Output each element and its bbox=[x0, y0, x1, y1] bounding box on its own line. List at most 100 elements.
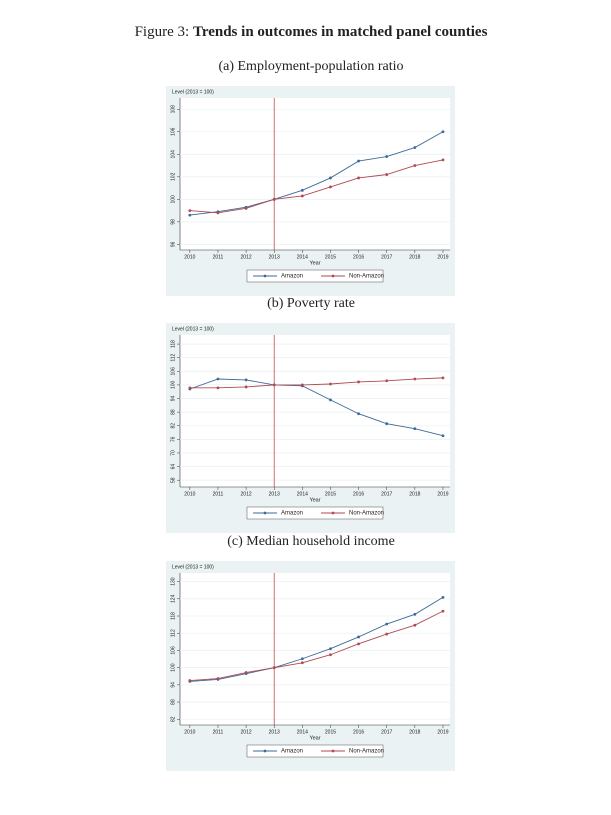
y-tick-label: 82 bbox=[170, 423, 176, 429]
data-point bbox=[441, 609, 445, 613]
y-tick-label: 70 bbox=[170, 450, 176, 456]
series-line bbox=[189, 131, 444, 216]
x-tick-label: 2010 bbox=[184, 491, 195, 497]
y-axis-label: Level (2013 = 100) bbox=[172, 564, 214, 570]
y-tick-label: 100 bbox=[170, 381, 176, 390]
y-tick-label: 88 bbox=[170, 699, 176, 705]
plot-area bbox=[180, 335, 450, 487]
data-point bbox=[329, 382, 332, 386]
series-line bbox=[189, 596, 444, 682]
y-tick-label: 94 bbox=[170, 682, 176, 688]
x-tick-label: 2013 bbox=[269, 491, 280, 497]
series-line bbox=[189, 159, 444, 214]
data-point bbox=[188, 679, 192, 682]
series-line bbox=[189, 377, 443, 389]
legend bbox=[246, 506, 384, 520]
y-tick-label: 76 bbox=[170, 436, 176, 442]
data-point bbox=[441, 376, 445, 380]
x-axis-label: Year bbox=[309, 260, 320, 266]
y-tick-label: 94 bbox=[170, 396, 176, 402]
y-tick-label: 106 bbox=[170, 367, 176, 376]
y-tick-label: 118 bbox=[170, 612, 176, 620]
plot-area bbox=[180, 573, 450, 725]
x-tick-label: 2012 bbox=[241, 729, 252, 735]
legend-marker bbox=[263, 511, 267, 515]
data-point bbox=[272, 383, 276, 387]
legend bbox=[246, 269, 384, 283]
chart-title: (b) Poverty rate bbox=[267, 296, 355, 311]
x-tick-label: 2019 bbox=[437, 491, 448, 497]
data-point bbox=[300, 657, 304, 661]
data-point bbox=[357, 642, 360, 646]
data-point bbox=[244, 385, 248, 389]
data-point bbox=[441, 595, 445, 599]
y-tick-label: 112 bbox=[170, 353, 176, 361]
figure-heading: Figure 3: Trends in outcomes in matched … bbox=[135, 24, 488, 40]
y-tick-label: 88 bbox=[170, 409, 176, 415]
legend-label: Non-Amazon bbox=[349, 274, 384, 280]
data-point bbox=[357, 380, 360, 384]
y-tick-label: 112 bbox=[170, 629, 176, 637]
data-point bbox=[413, 612, 417, 616]
chart-title: (a) Employment-population ratio bbox=[218, 59, 403, 74]
data-point bbox=[357, 412, 360, 416]
data-point bbox=[357, 159, 360, 163]
y-tick-label: 118 bbox=[170, 340, 176, 348]
x-tick-label: 2015 bbox=[325, 491, 336, 497]
legend-marker bbox=[331, 749, 335, 753]
series-line bbox=[189, 378, 444, 437]
x-axis-label: Year bbox=[309, 497, 320, 503]
data-point bbox=[272, 197, 276, 201]
data-point bbox=[329, 647, 332, 651]
data-point bbox=[300, 188, 304, 192]
x-tick-label: 2011 bbox=[213, 491, 224, 497]
data-point bbox=[216, 677, 220, 680]
x-tick-label: 2017 bbox=[381, 729, 392, 735]
data-point bbox=[244, 206, 248, 210]
data-point bbox=[441, 434, 445, 438]
data-point bbox=[385, 622, 389, 626]
data-point bbox=[300, 383, 304, 387]
x-tick-label: 2017 bbox=[381, 491, 392, 497]
data-point bbox=[385, 422, 389, 426]
data-point bbox=[413, 146, 417, 149]
x-tick-label: 2015 bbox=[325, 729, 336, 735]
legend-marker bbox=[263, 749, 267, 753]
x-tick-label: 2012 bbox=[241, 491, 252, 497]
y-tick-label: 100 bbox=[170, 663, 176, 672]
x-tick-label: 2015 bbox=[325, 254, 336, 260]
x-tick-label: 2016 bbox=[353, 254, 364, 260]
data-point bbox=[413, 623, 417, 627]
data-point bbox=[385, 173, 389, 176]
legend-label: Amazon bbox=[281, 749, 303, 755]
y-tick-label: 106 bbox=[170, 127, 176, 136]
legend bbox=[246, 744, 384, 758]
y-tick-label: 82 bbox=[170, 716, 176, 722]
data-point bbox=[441, 130, 445, 134]
data-point bbox=[272, 666, 276, 670]
data-point bbox=[188, 213, 192, 217]
data-point bbox=[216, 377, 220, 381]
plot-area bbox=[180, 98, 450, 250]
data-point bbox=[357, 635, 360, 639]
y-tick-label: 104 bbox=[170, 150, 176, 159]
y-tick-label: 130 bbox=[170, 577, 176, 586]
data-point bbox=[216, 211, 220, 215]
y-axis-label: Level (2013 = 100) bbox=[172, 326, 214, 332]
x-tick-label: 2010 bbox=[184, 729, 195, 735]
data-point bbox=[300, 661, 304, 665]
y-tick-label: 102 bbox=[170, 172, 176, 181]
data-point bbox=[413, 427, 417, 431]
data-point bbox=[244, 671, 248, 674]
y-tick-label: 124 bbox=[170, 594, 176, 603]
x-tick-label: 2018 bbox=[409, 491, 420, 497]
legend-label: Amazon bbox=[281, 511, 303, 517]
data-point bbox=[413, 164, 417, 167]
y-tick-label: 108 bbox=[170, 105, 176, 114]
data-point bbox=[300, 194, 304, 198]
y-tick-label: 98 bbox=[170, 219, 176, 225]
data-point bbox=[329, 185, 332, 189]
legend-label: Non-Amazon bbox=[349, 511, 384, 517]
